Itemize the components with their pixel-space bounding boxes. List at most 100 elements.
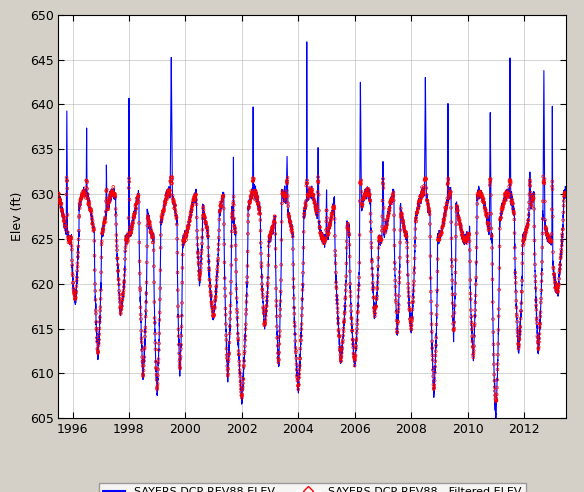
SAYERS DCP-REV88 - Filtered ELEV [184,218,193,226]
SAYERS DCP-REV88 - Filtered ELEV [481,206,490,214]
SAYERS DCP-REV88 - Filtered ELEV [338,344,347,352]
SAYERS DCP-REV88 - Filtered ELEV [298,259,308,267]
SAYERS DCP-REV88 - Filtered ELEV [372,295,381,303]
SAYERS DCP-REV88 - Filtered ELEV [180,232,189,240]
SAYERS DCP-REV88 - Filtered ELEV [208,312,218,320]
SAYERS DCP-REV88 - Filtered ELEV [295,362,304,369]
SAYERS DCP-REV88 - Filtered ELEV [534,345,543,353]
SAYERS DCP-REV88 - Filtered ELEV [309,191,318,199]
SAYERS DCP-REV88 - Filtered ELEV [100,215,110,222]
SAYERS DCP-REV88 - Filtered ELEV [507,196,516,204]
SAYERS DCP-REV88 - Filtered ELEV [425,207,434,215]
SAYERS DCP-REV88 - Filtered ELEV [545,236,554,244]
SAYERS DCP-REV88 - Filtered ELEV [80,189,89,197]
SAYERS DCP-REV88 - Filtered ELEV [523,221,533,229]
SAYERS DCP-REV88 - Filtered ELEV [165,186,175,194]
SAYERS DCP-REV88 - Filtered ELEV [338,339,347,347]
SAYERS DCP-REV88 - Filtered ELEV [109,190,118,198]
SAYERS DCP-REV88 - Filtered ELEV [499,197,509,205]
SAYERS DCP-REV88 - Filtered ELEV [418,192,427,200]
SAYERS DCP-REV88 - Filtered ELEV [349,353,359,361]
SAYERS DCP-REV88 - Filtered ELEV [293,375,303,383]
SAYERS DCP-REV88 - Filtered ELEV [123,232,133,240]
SAYERS DCP-REV88 - Filtered ELEV [147,228,156,236]
SAYERS DCP-REV88 - Filtered ELEV [484,222,493,230]
SAYERS DCP-REV88 - Filtered ELEV [304,188,314,196]
SAYERS DCP-REV88 - Filtered ELEV [435,231,444,239]
SAYERS DCP-REV88 - Filtered ELEV [331,259,340,267]
SAYERS DCP-REV88 - Filtered ELEV [377,236,386,244]
SAYERS DCP-REV88 - Filtered ELEV [99,222,109,230]
SAYERS DCP-REV88 - Filtered ELEV [475,189,485,197]
SAYERS DCP-REV88 - Filtered ELEV [429,384,439,392]
SAYERS DCP-REV88 - Filtered ELEV [474,188,484,196]
SAYERS DCP-REV88 - Filtered ELEV [552,284,562,292]
SAYERS DCP-REV88 - Filtered ELEV [399,223,408,231]
SAYERS DCP-REV88 - Filtered ELEV [380,225,390,233]
SAYERS DCP-REV88 ELEV [301,209,308,215]
SAYERS DCP-REV88 - Filtered ELEV [446,190,455,198]
SAYERS DCP-REV88 - Filtered ELEV [140,333,150,340]
SAYERS DCP-REV88 - Filtered ELEV [163,194,172,202]
SAYERS DCP-REV88 - Filtered ELEV [458,231,467,239]
SAYERS DCP-REV88 - Filtered ELEV [147,233,157,241]
SAYERS DCP-REV88 - Filtered ELEV [364,190,373,198]
SAYERS DCP-REV88 - Filtered ELEV [236,377,245,385]
SAYERS DCP-REV88 - Filtered ELEV [249,176,258,184]
SAYERS DCP-REV88 - Filtered ELEV [473,195,482,203]
SAYERS DCP-REV88 - Filtered ELEV [134,219,144,227]
SAYERS DCP-REV88 - Filtered ELEV [219,205,228,213]
SAYERS DCP-REV88 - Filtered ELEV [524,198,534,206]
SAYERS DCP-REV88 - Filtered ELEV [523,220,533,228]
SAYERS DCP-REV88 - Filtered ELEV [141,324,150,332]
SAYERS DCP-REV88 - Filtered ELEV [321,237,330,245]
SAYERS DCP-REV88 - Filtered ELEV [67,233,76,241]
SAYERS DCP-REV88 - Filtered ELEV [180,231,190,239]
SAYERS DCP-REV88 - Filtered ELEV [94,341,103,349]
SAYERS DCP-REV88 - Filtered ELEV [278,189,287,197]
SAYERS DCP-REV88 - Filtered ELEV [385,204,394,212]
SAYERS DCP-REV88 - Filtered ELEV [256,250,266,258]
SAYERS DCP-REV88 - Filtered ELEV [220,220,229,228]
SAYERS DCP-REV88 - Filtered ELEV [331,251,340,259]
SAYERS DCP-REV88 - Filtered ELEV [131,202,140,210]
SAYERS DCP-REV88 - Filtered ELEV [524,216,533,224]
SAYERS DCP-REV88 - Filtered ELEV [109,190,118,198]
SAYERS DCP-REV88 - Filtered ELEV [531,296,541,304]
SAYERS DCP-REV88 - Filtered ELEV [475,187,485,195]
SAYERS DCP-REV88 - Filtered ELEV [533,319,542,327]
SAYERS DCP-REV88 - Filtered ELEV [101,208,110,215]
SAYERS DCP-REV88 - Filtered ELEV [348,336,357,344]
SAYERS DCP-REV88 - Filtered ELEV [444,185,453,193]
SAYERS DCP-REV88 - Filtered ELEV [377,227,387,235]
SAYERS DCP-REV88 - Filtered ELEV [474,188,484,196]
SAYERS DCP-REV88 - Filtered ELEV [329,204,339,212]
SAYERS DCP-REV88 - Filtered ELEV [54,189,63,197]
SAYERS DCP-REV88 - Filtered ELEV [437,228,446,236]
SAYERS DCP-REV88 - Filtered ELEV [518,242,527,249]
SAYERS DCP-REV88 - Filtered ELEV [181,232,190,240]
SAYERS DCP-REV88 - Filtered ELEV [531,306,541,314]
SAYERS DCP-REV88 - Filtered ELEV [412,209,422,216]
SAYERS DCP-REV88 - Filtered ELEV [417,184,426,191]
SAYERS DCP-REV88 - Filtered ELEV [512,312,522,320]
SAYERS DCP-REV88 - Filtered ELEV [122,236,131,244]
SAYERS DCP-REV88 - Filtered ELEV [342,244,352,252]
SAYERS DCP-REV88 - Filtered ELEV [238,391,247,399]
SAYERS DCP-REV88 - Filtered ELEV [439,222,448,230]
SAYERS DCP-REV88 - Filtered ELEV [232,308,242,316]
SAYERS DCP-REV88 - Filtered ELEV [235,357,244,365]
SAYERS DCP-REV88 - Filtered ELEV [429,372,438,380]
SAYERS DCP-REV88 - Filtered ELEV [383,215,392,223]
SAYERS DCP-REV88 - Filtered ELEV [262,302,271,309]
SAYERS DCP-REV88 - Filtered ELEV [85,206,95,214]
SAYERS DCP-REV88 - Filtered ELEV [253,200,263,208]
SAYERS DCP-REV88 - Filtered ELEV [502,189,512,197]
SAYERS DCP-REV88 - Filtered ELEV [92,318,101,326]
SAYERS DCP-REV88 - Filtered ELEV [158,210,167,218]
SAYERS DCP-REV88 - Filtered ELEV [365,196,374,204]
SAYERS DCP-REV88 - Filtered ELEV [86,205,96,213]
SAYERS DCP-REV88 - Filtered ELEV [506,179,516,186]
SAYERS DCP-REV88 - Filtered ELEV [411,234,420,242]
SAYERS DCP-REV88 - Filtered ELEV [378,179,387,186]
